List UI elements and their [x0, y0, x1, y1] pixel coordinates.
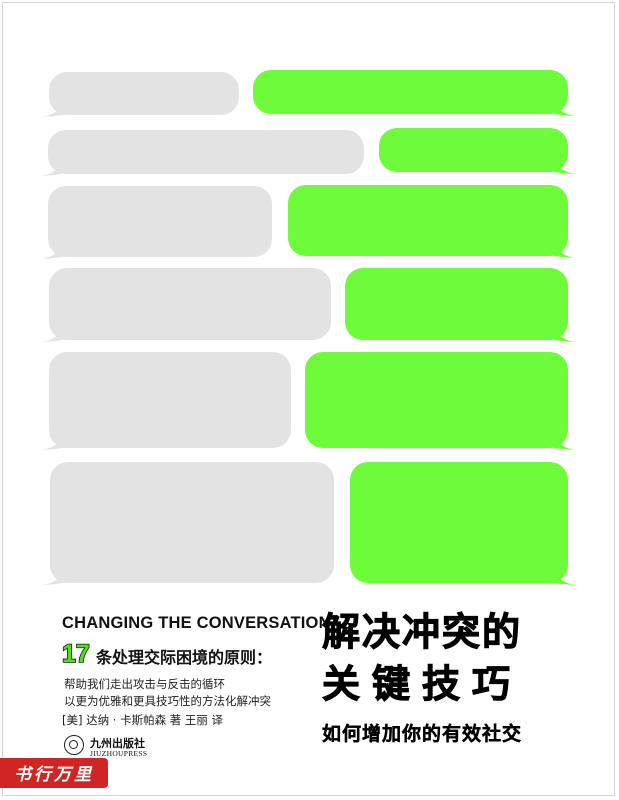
author-line: [美] 达纳 · 卡斯帕森 著 王丽 译 — [62, 713, 224, 727]
gray-speech-bubble — [43, 462, 334, 585]
bubble-body — [345, 268, 568, 340]
bubble-body — [49, 268, 331, 340]
description-line-1: 帮助我们走出攻击与反击的循环 — [64, 677, 225, 691]
gray-speech-bubble — [42, 352, 291, 450]
bubble-body — [288, 185, 568, 256]
chinese-title-line-2: 关键技巧 — [321, 662, 523, 707]
bubble-body — [49, 72, 239, 115]
publisher-logo-icon — [64, 735, 84, 755]
bubble-tail — [41, 247, 70, 259]
bubble-tail — [546, 438, 575, 450]
bubble-body — [48, 186, 272, 257]
principle-number-text: 17 — [61, 640, 90, 668]
gray-speech-bubble — [41, 130, 364, 176]
watermark-badge: 书行万里 — [0, 758, 108, 788]
green-speech-bubble — [379, 128, 575, 174]
bubble-tail — [42, 438, 71, 450]
bubble-body — [379, 128, 568, 172]
green-speech-bubble — [288, 185, 575, 258]
bubble-tail — [546, 162, 575, 174]
description-line-2: 以更为优雅和更具技巧性的方法化解冲突 — [64, 694, 271, 708]
bubble-tail — [546, 330, 575, 342]
green-speech-bubble — [305, 352, 575, 450]
green-speech-bubble — [350, 462, 575, 585]
bubble-tail — [546, 104, 575, 116]
gray-speech-bubble — [42, 72, 239, 117]
green-speech-bubble — [345, 268, 575, 342]
principle-text: 条处理交际困境的原则： — [96, 648, 273, 667]
bubble-tail — [42, 105, 71, 117]
bubble-tail — [546, 246, 575, 258]
principle-number: 17 — [61, 640, 90, 668]
bubble-body — [50, 462, 334, 583]
green-speech-bubble — [253, 70, 575, 116]
bubble-body — [305, 352, 568, 448]
chinese-title-line-1: 解决冲突的 — [321, 610, 523, 655]
bubble-tail — [42, 330, 71, 342]
watermark-text: 书行万里 — [14, 765, 94, 785]
gray-speech-bubble — [42, 268, 331, 342]
bubble-body — [48, 130, 364, 174]
bubble-tail — [43, 573, 72, 585]
english-title: CHANGING THE CONVERSATION — [62, 614, 331, 632]
gray-speech-bubble — [41, 186, 272, 259]
publisher-name-cn: 九州出版社 — [90, 737, 145, 750]
bubble-body — [350, 462, 568, 583]
description: 帮助我们走出攻击与反击的循环 以更为优雅和更具技巧性的方法化解冲突 — [64, 676, 271, 710]
bubble-tail — [41, 164, 70, 176]
bubble-body — [253, 70, 568, 114]
bubble-tail — [546, 573, 575, 585]
chinese-subtitle: 如何增加你的有效社交 — [322, 723, 523, 745]
bubble-body — [49, 352, 291, 448]
publisher-name-en: JIUZHOUPRESS — [90, 749, 148, 758]
